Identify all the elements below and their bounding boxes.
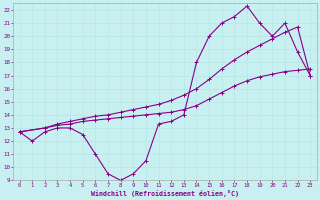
X-axis label: Windchill (Refroidissement éolien,°C): Windchill (Refroidissement éolien,°C) bbox=[91, 190, 239, 197]
